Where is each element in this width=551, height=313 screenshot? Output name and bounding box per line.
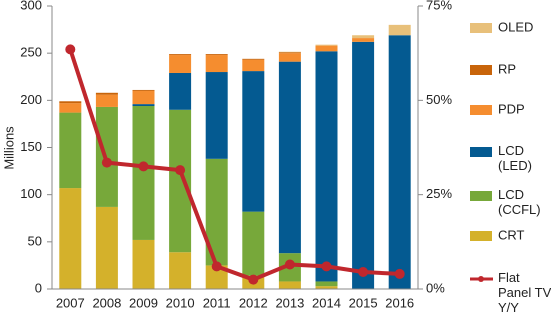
y2-tick-label: 50% xyxy=(426,92,452,107)
legend-label: Flat Panel TV Y/Y xyxy=(498,270,551,313)
y2-tick-label: 0% xyxy=(426,280,445,295)
legend-label: PDP xyxy=(498,101,525,116)
y2-tick-label: 75% xyxy=(426,0,452,12)
bar-segment xyxy=(315,44,338,46)
y-tick-label: 0 xyxy=(35,280,42,295)
y-tick-label: 300 xyxy=(20,0,42,12)
line-marker xyxy=(321,261,332,272)
bar-segment xyxy=(315,281,338,287)
bar-segment xyxy=(388,24,411,36)
legend-swatch xyxy=(470,105,492,115)
bar-segment xyxy=(242,59,265,72)
legend-label: CRT xyxy=(498,227,525,242)
legend-label: RP xyxy=(498,61,516,76)
bar-segment xyxy=(205,72,228,159)
line-marker xyxy=(101,157,112,168)
bar-segment xyxy=(388,35,411,289)
legend-swatch xyxy=(470,191,492,201)
bar-segment xyxy=(95,94,118,107)
bar-segment xyxy=(169,72,192,110)
bar-segment xyxy=(278,281,301,289)
bar-segment xyxy=(169,252,192,289)
y-tick-label: 250 xyxy=(20,45,42,60)
bar-segment xyxy=(132,90,155,105)
legend-label: LCD (CCFL) xyxy=(498,187,541,217)
bar-segment xyxy=(59,103,82,113)
bar-segment xyxy=(315,45,338,52)
bar-segment xyxy=(315,286,338,289)
bar-segment xyxy=(242,71,265,212)
legend-marker xyxy=(478,276,484,282)
y-tick-label: 200 xyxy=(20,92,42,107)
x-tick-label: 2009 xyxy=(129,295,158,310)
bar-segment xyxy=(169,109,192,253)
bar-segment xyxy=(242,58,265,60)
y-tick-label: 50 xyxy=(28,233,42,248)
y2-tick-label: 25% xyxy=(426,186,452,201)
line-marker xyxy=(211,261,222,272)
bar-segment xyxy=(205,265,228,289)
y-tick-label: 100 xyxy=(20,186,42,201)
y-axis-title: Millions xyxy=(1,126,16,170)
bar-segment xyxy=(132,89,155,91)
legend-swatch xyxy=(470,231,492,241)
legend-swatch xyxy=(470,23,492,33)
bar-segment xyxy=(315,51,338,282)
bar-segment xyxy=(95,92,118,95)
legend-label: OLED xyxy=(498,19,533,34)
line-marker xyxy=(175,165,186,176)
bar-segment xyxy=(242,211,265,276)
bar-segment xyxy=(205,54,228,56)
bar-segment xyxy=(352,41,375,290)
legend-swatch xyxy=(470,147,492,157)
bar-segment xyxy=(59,112,82,189)
x-tick-label: 2016 xyxy=(385,295,414,310)
x-tick-label: 2013 xyxy=(275,295,304,310)
bar-segment xyxy=(59,101,82,104)
bar-segment xyxy=(169,55,192,73)
line-marker xyxy=(248,274,259,285)
y-tick-label: 150 xyxy=(20,139,42,154)
line-marker xyxy=(394,268,405,279)
x-tick-label: 2008 xyxy=(92,295,121,310)
bar-segment xyxy=(59,188,82,289)
line-marker xyxy=(358,267,369,278)
legend-label: LCD (LED) xyxy=(498,143,532,173)
bar-segment xyxy=(205,158,228,266)
line-marker xyxy=(65,44,76,55)
x-tick-label: 2007 xyxy=(56,295,85,310)
x-tick-label: 2012 xyxy=(239,295,268,310)
x-tick-label: 2010 xyxy=(166,295,195,310)
line-marker xyxy=(138,161,149,172)
line-marker xyxy=(284,259,295,270)
bar-segment xyxy=(95,206,118,289)
x-tick-label: 2014 xyxy=(312,295,341,310)
bar-segment xyxy=(132,104,155,106)
bar-segment xyxy=(278,61,301,254)
bar-segment xyxy=(132,105,155,240)
line xyxy=(68,48,400,282)
bar-segment xyxy=(278,53,301,62)
bar-segment xyxy=(169,54,192,56)
bar-segment xyxy=(205,55,228,73)
x-tick-label: 2015 xyxy=(349,295,378,310)
bar-segment xyxy=(352,38,375,42)
bar-segment xyxy=(278,52,301,54)
legend-swatch xyxy=(470,65,492,75)
bar-segment xyxy=(352,35,375,39)
x-tick-label: 2011 xyxy=(203,295,231,310)
bar-segment xyxy=(132,239,155,289)
